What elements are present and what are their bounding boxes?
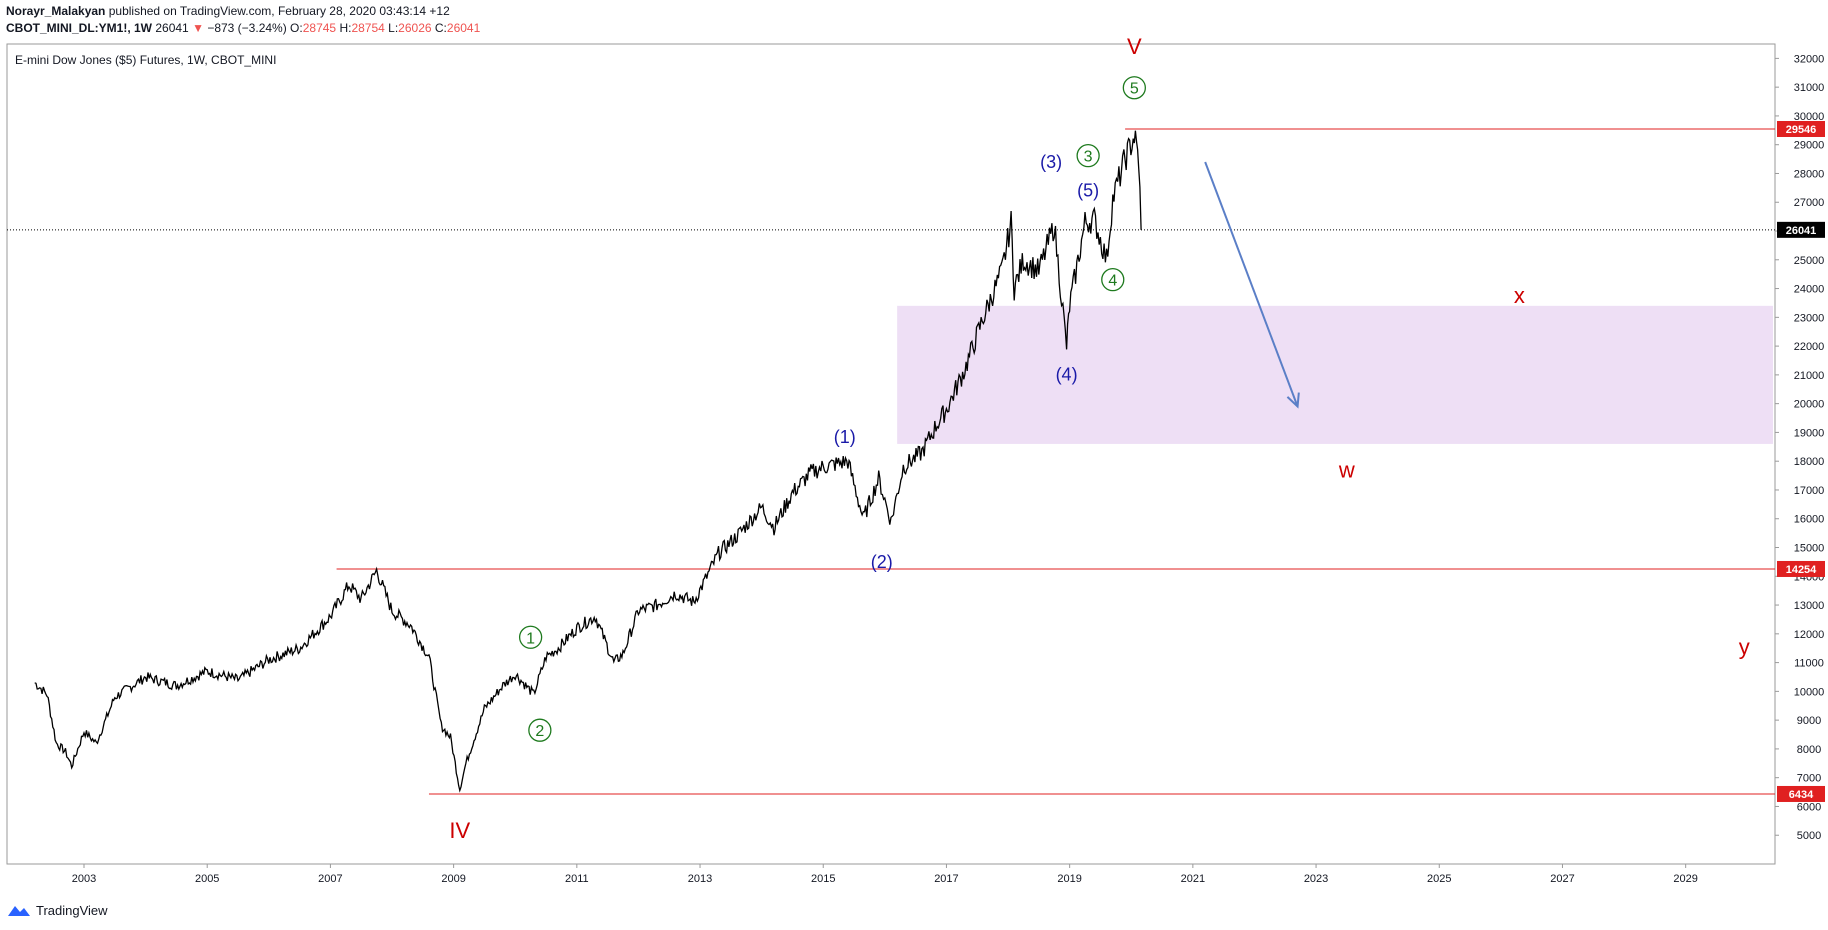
wave-label: IV xyxy=(449,818,470,843)
tradingview-logo-icon xyxy=(8,906,30,916)
y-tick-label: 7000 xyxy=(1797,773,1821,785)
y-tick-label: 5000 xyxy=(1797,830,1821,842)
wave-circle xyxy=(528,718,552,742)
x-tick-label: 2011 xyxy=(565,873,589,885)
y-tick-label: 24000 xyxy=(1794,284,1825,296)
symbol-line: CBOT_MINI_DL:YM1!, 1W 26041 ▼ −873 (−3.2… xyxy=(6,21,480,35)
close-value: 26041 xyxy=(446,21,481,35)
price-tag xyxy=(1777,560,1825,577)
wave-label: y xyxy=(1739,634,1750,659)
author-name[interactable]: Norayr_Malakyan xyxy=(6,4,106,18)
wave-label: w xyxy=(1338,457,1355,482)
x-tick-label: 2017 xyxy=(934,873,958,885)
y-tick-label: 25000 xyxy=(1794,255,1825,267)
high-value: 28754 xyxy=(351,21,385,35)
x-tick-label: 2029 xyxy=(1673,873,1697,885)
tradingview-footer[interactable]: TradingView xyxy=(6,902,108,918)
y-tick-label: 8000 xyxy=(1797,744,1821,756)
price-tag-label: 29546 xyxy=(1786,124,1817,136)
wave-label: x xyxy=(1514,283,1525,308)
publisher-line: Norayr_Malakyan published on TradingView… xyxy=(6,4,450,18)
x-tick-label: 2023 xyxy=(1304,873,1328,885)
wave-circle xyxy=(1076,143,1100,168)
y-tick-label: 22000 xyxy=(1794,341,1825,353)
price-tag-label: 6434 xyxy=(1789,789,1814,801)
symbol-name[interactable]: CBOT_MINI_DL:YM1!, 1W xyxy=(6,21,153,35)
wave-label: (3) xyxy=(1040,152,1062,172)
x-tick-label: 2019 xyxy=(1057,873,1081,885)
wave-label: V xyxy=(1127,34,1142,59)
chart-title: E-mini Dow Jones ($5) Futures, 1W, CBOT_… xyxy=(15,53,276,67)
y-tick-label: 27000 xyxy=(1794,197,1825,209)
last-price: 26041 xyxy=(155,21,189,35)
y-tick-label: 31000 xyxy=(1794,82,1825,94)
wave-label: (1) xyxy=(834,427,856,447)
price-tag-label: 26041 xyxy=(1786,225,1817,237)
y-tick-label: 28000 xyxy=(1794,168,1825,180)
wave-circle xyxy=(518,625,543,649)
price-tag xyxy=(1777,120,1825,137)
x-tick-label: 2025 xyxy=(1427,873,1451,885)
wave-label: (5) xyxy=(1077,180,1099,200)
price-tag-label: 14254 xyxy=(1786,564,1817,576)
x-tick-label: 2013 xyxy=(688,873,712,885)
x-tick-label: 2021 xyxy=(1181,873,1205,885)
y-tick-label: 30000 xyxy=(1794,111,1825,123)
open-value: 28745 xyxy=(302,21,337,35)
wave-label: 1 xyxy=(526,630,535,647)
projection-arrow-head xyxy=(1286,392,1300,409)
x-tick-label: 2005 xyxy=(195,873,219,885)
price-tag xyxy=(1777,785,1825,802)
wave-label: (4) xyxy=(1056,364,1078,384)
x-tick-label: 2007 xyxy=(318,873,342,885)
y-tick-label: 32000 xyxy=(1794,53,1825,65)
projection-arrow xyxy=(1204,161,1299,407)
low-value: 26026 xyxy=(398,21,432,35)
price-change: −873 (−3.24%) xyxy=(207,21,287,35)
price-tag xyxy=(1777,221,1825,238)
high-label: H: xyxy=(339,21,352,35)
wave-circle xyxy=(1101,267,1125,292)
published-text: published on TradingView.com, February 2… xyxy=(105,4,450,18)
wave-label: (2) xyxy=(871,552,893,572)
x-tick-label: 2003 xyxy=(72,873,96,885)
y-tick-label: 15000 xyxy=(1794,543,1825,555)
close-label: C: xyxy=(434,21,447,35)
y-tick-label: 13000 xyxy=(1794,600,1825,612)
y-tick-label: 23000 xyxy=(1794,312,1825,324)
y-tick-label: 12000 xyxy=(1794,629,1825,641)
x-tick-label: 2015 xyxy=(811,873,835,885)
y-tick-label: 29000 xyxy=(1794,140,1825,152)
wave-label: 5 xyxy=(1130,81,1139,98)
y-tick-label: 21000 xyxy=(1794,370,1825,382)
plot-frame xyxy=(6,43,1776,865)
y-tick-label: 18000 xyxy=(1794,456,1825,468)
y-tick-label: 9000 xyxy=(1797,715,1821,727)
y-tick-label: 19000 xyxy=(1794,427,1825,439)
wave-label: 3 xyxy=(1084,149,1093,166)
y-tick-label: 10000 xyxy=(1794,686,1825,698)
y-tick-label: 6000 xyxy=(1797,801,1821,813)
wave-circle xyxy=(1122,76,1146,100)
tradingview-brand: TradingView xyxy=(36,902,108,918)
y-tick-label: 11000 xyxy=(1794,658,1824,670)
y-tick-label: 20000 xyxy=(1794,399,1825,411)
x-tick-label: 2027 xyxy=(1550,873,1574,885)
y-tick-label: 17000 xyxy=(1794,485,1825,497)
down-arrow-icon: ▼ xyxy=(192,21,204,35)
target-zone xyxy=(897,305,1773,444)
wave-label: 2 xyxy=(535,723,544,740)
y-tick-label: 16000 xyxy=(1794,514,1825,526)
wave-label: 4 xyxy=(1108,273,1117,290)
x-tick-label: 2009 xyxy=(441,873,465,885)
price-series xyxy=(34,130,1142,793)
open-label: O: xyxy=(290,21,303,35)
low-label: L: xyxy=(388,21,399,35)
